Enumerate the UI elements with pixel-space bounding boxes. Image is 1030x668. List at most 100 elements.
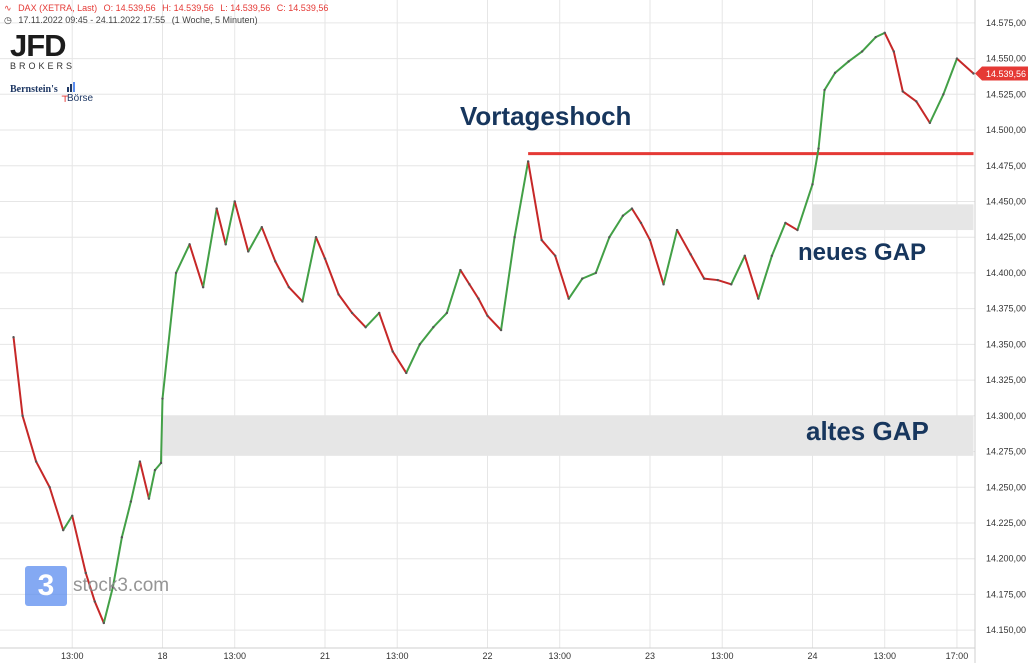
price-segment [689, 253, 706, 280]
clock-icon: ◷ [4, 15, 12, 25]
price-segment [817, 89, 826, 150]
x-tick-label: 21 [320, 651, 330, 661]
price-segment [901, 90, 918, 103]
price-point [716, 278, 719, 282]
price-point [486, 314, 489, 317]
price-point [702, 277, 706, 280]
y-tick-label: 14.325,00 [986, 375, 1026, 385]
price-segment [500, 236, 516, 332]
price-point [860, 50, 864, 53]
price-point [418, 343, 421, 346]
y-tick-label: 14.400,00 [986, 268, 1026, 278]
price-segment [513, 160, 530, 239]
price-segment [93, 600, 105, 624]
new-gap-label: neues GAP [798, 239, 926, 266]
price-point [689, 253, 692, 256]
price-segment [12, 336, 24, 417]
price-point [260, 225, 264, 229]
y-tick-label: 14.500,00 [986, 125, 1026, 135]
price-segment [649, 239, 665, 286]
y-tick-label: 14.525,00 [986, 89, 1026, 99]
price-point [102, 621, 106, 625]
price-segment [111, 536, 123, 589]
price-point [274, 260, 277, 263]
stock3-logo-icon: 3 [25, 566, 67, 606]
price-segment [188, 243, 205, 289]
price-segment [630, 207, 642, 224]
price-point [432, 326, 435, 329]
price-point [730, 283, 733, 286]
x-tick-label: 18 [157, 651, 167, 661]
price-segment [955, 57, 975, 75]
price-point [215, 207, 218, 210]
price-point [153, 468, 157, 472]
price-point [630, 207, 634, 210]
price-point [581, 277, 584, 280]
y-tick-label: 14.175,00 [986, 589, 1026, 599]
new-gap-band [812, 204, 974, 231]
price-segment [153, 461, 162, 472]
price-point [377, 311, 381, 315]
price-segment [62, 514, 74, 532]
price-point [337, 293, 340, 296]
current-price-label: 14.539,56 [986, 69, 1026, 79]
y-tick-label: 14.150,00 [986, 625, 1026, 635]
price-point [955, 57, 959, 60]
price-point [901, 90, 904, 93]
price-point [188, 243, 191, 246]
x-tick-label: 17:00 [946, 651, 969, 661]
price-point [129, 500, 133, 503]
price-segment [247, 226, 263, 253]
price-segment [554, 254, 570, 300]
current-price-tag [975, 66, 1028, 81]
price-segment [224, 200, 236, 246]
price-point [201, 286, 205, 289]
y-tick-label: 14.375,00 [986, 304, 1026, 314]
price-segment [883, 31, 895, 53]
price-point [540, 238, 543, 242]
y-tick-label: 14.425,00 [986, 232, 1026, 242]
price-point [21, 414, 24, 418]
y-tick-label: 14.200,00 [986, 554, 1026, 564]
price-point [48, 486, 51, 489]
price-point [513, 235, 516, 239]
price-segment [138, 460, 150, 500]
price-segment [314, 236, 326, 260]
price-point [942, 93, 945, 96]
low-value: L: 14.539,56 [220, 3, 271, 13]
price-segment [378, 311, 394, 353]
price-segment [540, 239, 557, 257]
price-segment [161, 271, 178, 400]
price-point [111, 586, 115, 589]
price-point [883, 31, 886, 35]
y-tick-label: 14.350,00 [986, 339, 1026, 349]
price-segment [823, 71, 837, 92]
price-segment [324, 257, 340, 296]
price-point [796, 228, 799, 232]
price-point [874, 35, 877, 39]
price-point [391, 350, 394, 353]
price-segment [861, 36, 877, 53]
price-segment [796, 183, 814, 232]
price-segment [84, 571, 96, 603]
price-point [364, 326, 367, 329]
symbol-label: DAX (XETRA, Last) [18, 3, 98, 13]
price-point [770, 254, 774, 257]
price-point [526, 160, 530, 163]
price-point [314, 235, 318, 239]
price-segment [418, 326, 435, 346]
price-segment [260, 226, 277, 263]
price-segment [71, 514, 87, 574]
price-segment [730, 254, 746, 286]
price-segment [175, 243, 191, 274]
price-segment [351, 311, 367, 329]
price-segment [48, 486, 65, 532]
price-point [405, 371, 408, 375]
price-point [93, 600, 96, 603]
x-tick-label: 22 [482, 651, 492, 661]
price-point [12, 336, 15, 339]
y-tick-label: 14.575,00 [986, 18, 1026, 28]
interval-label: (1 Woche, 5 Minuten) [171, 15, 258, 25]
price-segment [468, 283, 480, 300]
